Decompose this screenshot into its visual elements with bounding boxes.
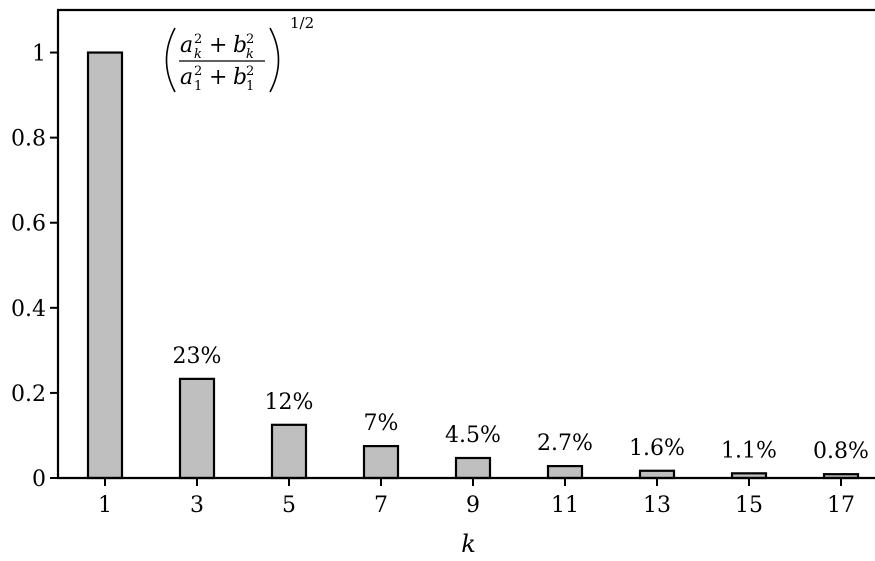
bar-label-5: 12%	[265, 390, 314, 415]
x-ticks-group: 1 3 5 7 9 11 13 15 17	[98, 478, 855, 518]
bar-5	[270, 423, 308, 480]
x-tick-label-5: 5	[282, 493, 296, 518]
bar-9	[454, 456, 492, 480]
bar-label-11: 2.7%	[537, 431, 593, 456]
y-tick-label-0.6: 0.6	[11, 212, 46, 237]
y-tick-label-0.2: 0.2	[11, 382, 46, 407]
numerator-a: a	[180, 33, 193, 58]
bar-1	[86, 51, 124, 480]
bar-label-13: 1.6%	[629, 436, 685, 461]
y-tick-label-0.8: 0.8	[11, 127, 46, 152]
x-tick-label-11: 11	[551, 493, 579, 518]
x-tick-label-17: 17	[827, 493, 855, 518]
bars-group	[86, 51, 860, 480]
x-tick-label-15: 15	[735, 493, 763, 518]
y-tick-label-1: 1	[32, 42, 46, 67]
denominator-b: b	[233, 65, 247, 90]
numerator-b: b	[233, 33, 247, 58]
y-tick-label-0.4: 0.4	[11, 297, 46, 322]
numerator-b-superscript: 2	[246, 32, 254, 47]
denominator-b-superscript: 2	[246, 64, 254, 79]
bar-3	[178, 377, 216, 480]
x-tick-label-1: 1	[98, 493, 112, 518]
right-paren	[269, 27, 280, 93]
denominator-a: a	[180, 65, 193, 90]
numerator-a-subscript: k	[194, 47, 202, 62]
x-tick-label-13: 13	[643, 493, 671, 518]
exponent: 1/2	[290, 14, 314, 32]
bar-label-7: 7%	[364, 411, 399, 436]
x-tick-label-3: 3	[190, 493, 204, 518]
denominator-b-subscript: 1	[246, 79, 254, 94]
denominator-a-superscript: 2	[194, 64, 202, 79]
bar-label-3: 23%	[173, 344, 222, 369]
y-tick-label-0: 0	[32, 467, 46, 492]
bar-label-17: 0.8%	[813, 439, 869, 464]
bar-label-15: 1.1%	[721, 438, 777, 463]
bar-labels-group: 23% 12% 7% 4.5% 2.7% 1.6% 1.1% 0.8%	[173, 344, 869, 464]
denominator-plus: +	[209, 65, 227, 90]
formula-annotation: a 2 k + b 2 k a 2 1 + b 2 1 1/2	[165, 14, 314, 94]
numerator-a-superscript: 2	[194, 32, 202, 47]
axes-group	[56, 8, 875, 480]
x-tick-label-7: 7	[374, 493, 388, 518]
bar-11	[546, 464, 584, 480]
numerator-b-subscript: k	[246, 47, 254, 62]
numerator-plus: +	[209, 33, 227, 58]
x-axis-label: k	[461, 530, 476, 558]
x-tick-label-9: 9	[466, 493, 480, 518]
denominator-a-subscript: 1	[194, 79, 202, 94]
y-ticks-group: 0 0.2 0.4 0.6 0.8 1	[11, 42, 58, 492]
bar-7	[362, 444, 400, 480]
left-paren	[165, 27, 176, 93]
bar-label-9: 4.5%	[445, 423, 501, 448]
